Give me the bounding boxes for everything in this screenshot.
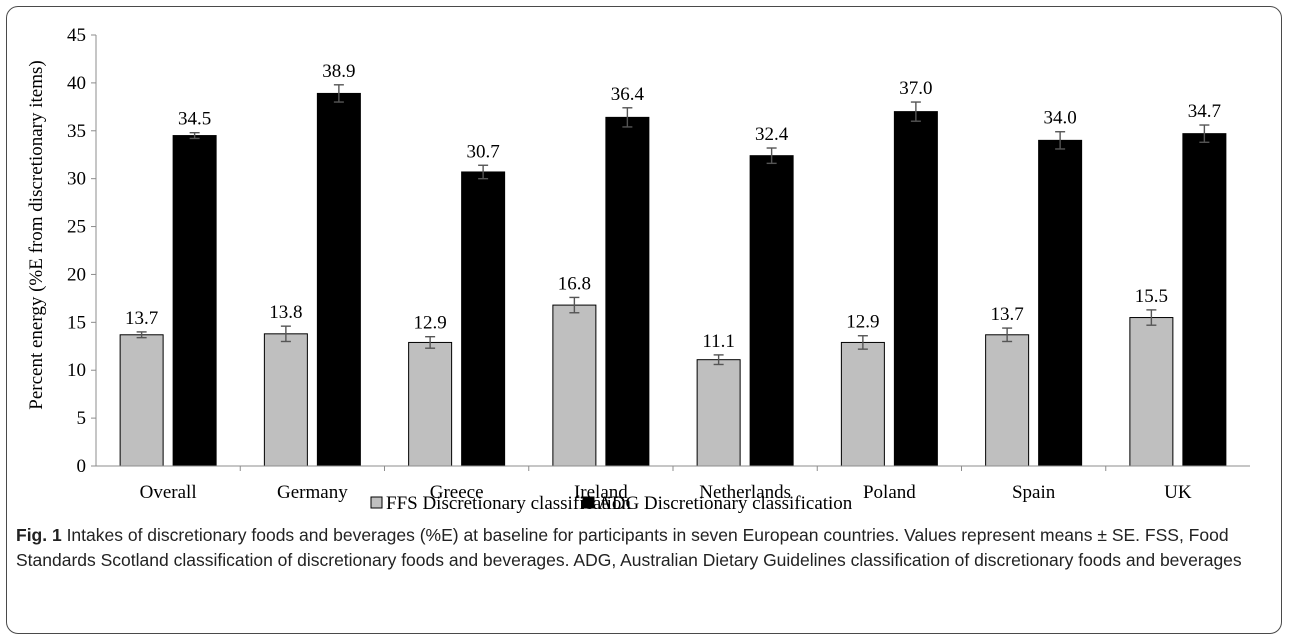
y-tick-label: 20	[67, 264, 86, 285]
legend-label-adg: ADG Discretionary classification	[598, 493, 853, 514]
x-tick-label: Greece	[430, 482, 484, 503]
data-label: 38.9	[322, 61, 355, 82]
bar-chart: 0 5 10 15 20 25 30 35 40 45 13.7 34.5 13.8 38.9 12.9 3…	[26, 25, 1250, 514]
ffs-bar	[552, 304, 597, 467]
figure-label: Fig. 1	[16, 525, 62, 545]
caption-text: Intakes of discretionary foods and bever…	[16, 525, 1242, 570]
data-label: 34.5	[178, 109, 211, 130]
adg-bar	[172, 135, 217, 467]
ffs-bar	[263, 333, 308, 467]
ffs-bar	[840, 341, 885, 467]
y-tick-label: 15	[67, 312, 86, 333]
data-label: 32.4	[755, 124, 789, 145]
data-label: 34.7	[1188, 101, 1221, 122]
y-tick-label: 30	[67, 169, 86, 190]
adg-bar	[605, 116, 650, 467]
x-tick-label: Spain	[1012, 482, 1056, 503]
x-tick-label: Poland	[863, 482, 916, 503]
data-label: 34.0	[1044, 108, 1077, 129]
x-tick-label: Germany	[277, 482, 348, 503]
y-tick-label: 35	[67, 121, 86, 142]
figure-caption: Fig. 1 Intakes of discretionary foods an…	[16, 523, 1274, 573]
data-label: 37.0	[899, 78, 932, 99]
x-tick-label: Netherlands	[699, 482, 791, 503]
legend-swatch-adg	[582, 496, 595, 509]
y-tick-label: 45	[67, 25, 86, 46]
data-label: 30.7	[467, 141, 500, 162]
x-tick-label: UK	[1164, 482, 1192, 503]
data-label: 12.9	[846, 312, 879, 333]
data-label: 12.9	[414, 313, 447, 334]
y-tick-label: 25	[67, 217, 86, 238]
ffs-bar	[119, 334, 164, 467]
y-tick-label: 0	[77, 456, 87, 477]
ffs-bar	[408, 341, 453, 467]
y-axis-title: Percent energy (%E from discretionary it…	[26, 60, 47, 409]
adg-bar	[1182, 133, 1227, 467]
y-tick-label: 10	[67, 360, 86, 381]
adg-bar	[893, 111, 938, 467]
data-label: 36.4	[611, 84, 645, 105]
adg-bar	[461, 171, 506, 467]
data-label: 13.7	[991, 304, 1024, 325]
adg-bar	[316, 92, 361, 467]
legend-swatch-ffs	[370, 496, 383, 509]
ffs-bar	[696, 359, 741, 467]
x-tick-label: Overall	[140, 482, 197, 503]
data-label: 16.8	[558, 273, 591, 294]
y-tick-label: 5	[77, 408, 87, 429]
adg-bar	[749, 155, 794, 467]
data-label: 13.8	[269, 302, 302, 323]
ffs-bar	[985, 334, 1030, 467]
data-label: 11.1	[702, 331, 735, 352]
data-label: 13.7	[125, 308, 158, 329]
adg-bar	[1038, 139, 1083, 467]
data-label: 15.5	[1135, 286, 1168, 307]
y-tick-label: 40	[67, 73, 86, 94]
legend-label-ffs: FFS Discretionary classification	[386, 493, 631, 514]
ffs-bar	[1129, 317, 1174, 467]
